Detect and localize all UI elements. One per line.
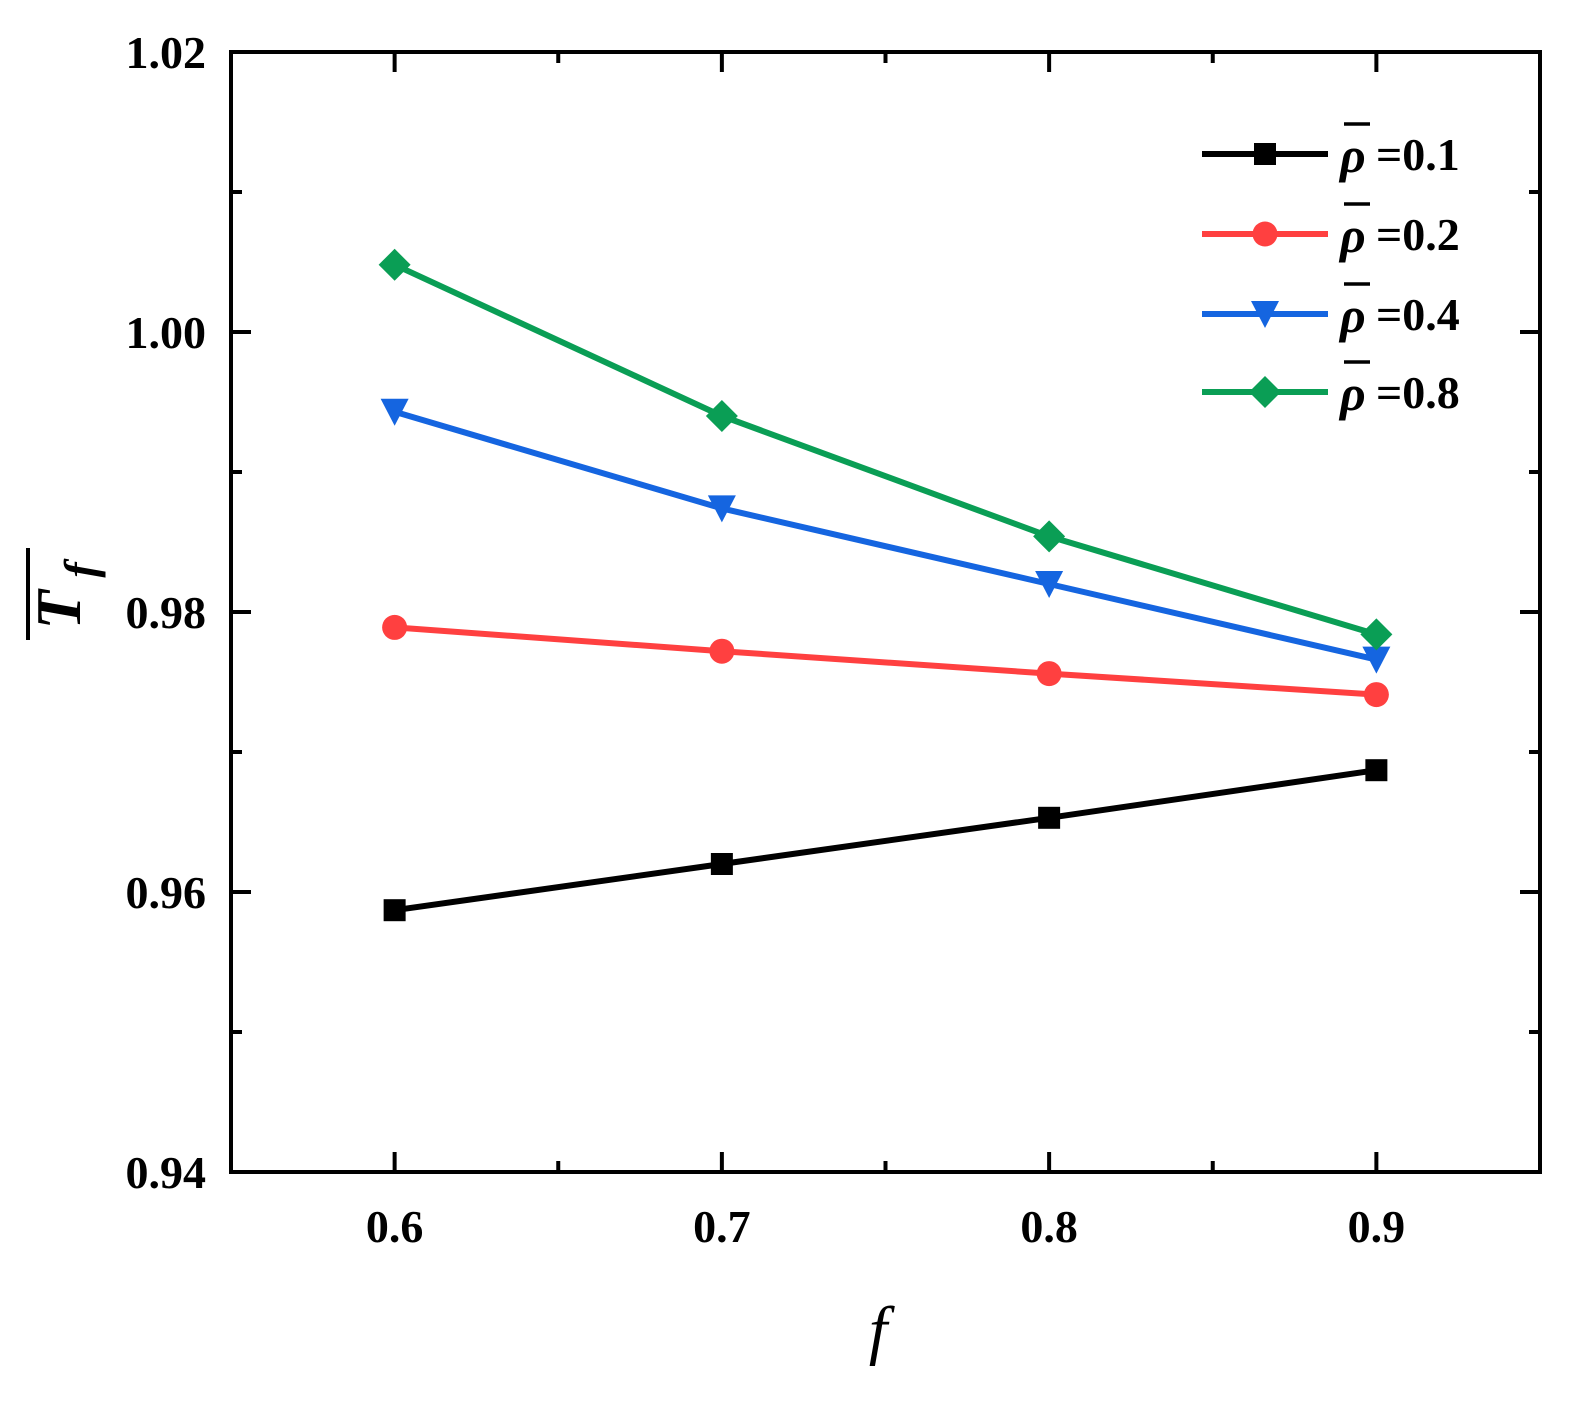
data-point <box>382 614 408 640</box>
y-tick-labels: 0.94 0.96 0.98 1.00 1.02 <box>126 27 207 1198</box>
series-4 <box>378 248 1393 651</box>
y-tick-label: 0.94 <box>126 1147 207 1198</box>
data-point <box>380 398 409 426</box>
data-point <box>710 853 733 875</box>
legend-rho: ρ <box>1338 365 1366 421</box>
series-layer <box>378 248 1393 922</box>
x-tick-label: 0.9 <box>1348 1201 1406 1252</box>
data-point <box>1035 571 1064 598</box>
series-line <box>393 408 1378 663</box>
x-tick-labels: 0.6 0.7 0.8 0.9 <box>366 1201 1405 1252</box>
series-line <box>394 624 1377 698</box>
data-point <box>705 400 738 432</box>
y-axis-title: T f <box>23 548 106 640</box>
axis-ticks <box>231 50 1540 1174</box>
series-line <box>394 767 1377 914</box>
x-axis-title: f <box>869 1294 895 1367</box>
x-tick-label: 0.8 <box>1020 1201 1078 1252</box>
data-point <box>378 248 411 281</box>
data-point <box>709 638 735 664</box>
y-tick-label: 1.00 <box>126 307 207 358</box>
series-line <box>393 262 1378 638</box>
x-tick-label: 0.7 <box>693 1201 751 1252</box>
data-point <box>707 495 736 523</box>
series-1 <box>383 759 1388 922</box>
legend-item: ρ =0.2 <box>1202 202 1460 263</box>
y-axis-title-subscript: f <box>55 558 106 578</box>
x-tick-label: 0.6 <box>366 1201 424 1252</box>
legend: ρ =0.1ρ =0.2ρ =0.4ρ =0.8 <box>1202 122 1460 421</box>
legend-marker <box>1251 301 1279 328</box>
legend-item: ρ =0.1 <box>1202 122 1460 183</box>
y-tick-label: 0.96 <box>126 867 207 918</box>
data-point <box>1363 682 1389 708</box>
legend-marker <box>1249 376 1281 408</box>
data-point <box>1038 806 1061 829</box>
legend-label: =0.4 <box>1376 289 1460 340</box>
legend-item: ρ =0.4 <box>1202 282 1460 343</box>
legend-rho: ρ <box>1338 207 1366 263</box>
series-2 <box>382 614 1389 708</box>
y-tick-label: 0.98 <box>126 587 207 638</box>
legend-rho: ρ <box>1338 287 1366 343</box>
y-tick-label: 1.02 <box>126 27 207 78</box>
legend-label: =0.2 <box>1376 209 1460 260</box>
data-point <box>1360 618 1393 651</box>
series-3 <box>380 398 1391 674</box>
legend-rho: ρ <box>1338 127 1366 183</box>
data-point <box>383 899 406 922</box>
legend-marker <box>1254 143 1276 165</box>
data-point <box>1362 646 1391 674</box>
legend-item: ρ =0.8 <box>1202 360 1460 421</box>
legend-label: =0.1 <box>1376 129 1460 180</box>
data-point <box>1033 520 1066 553</box>
y-axis-title-main: T <box>23 588 94 630</box>
data-point <box>1036 661 1062 687</box>
data-point <box>1365 759 1388 782</box>
legend-marker <box>1252 221 1278 247</box>
legend-label: =0.8 <box>1376 367 1460 418</box>
